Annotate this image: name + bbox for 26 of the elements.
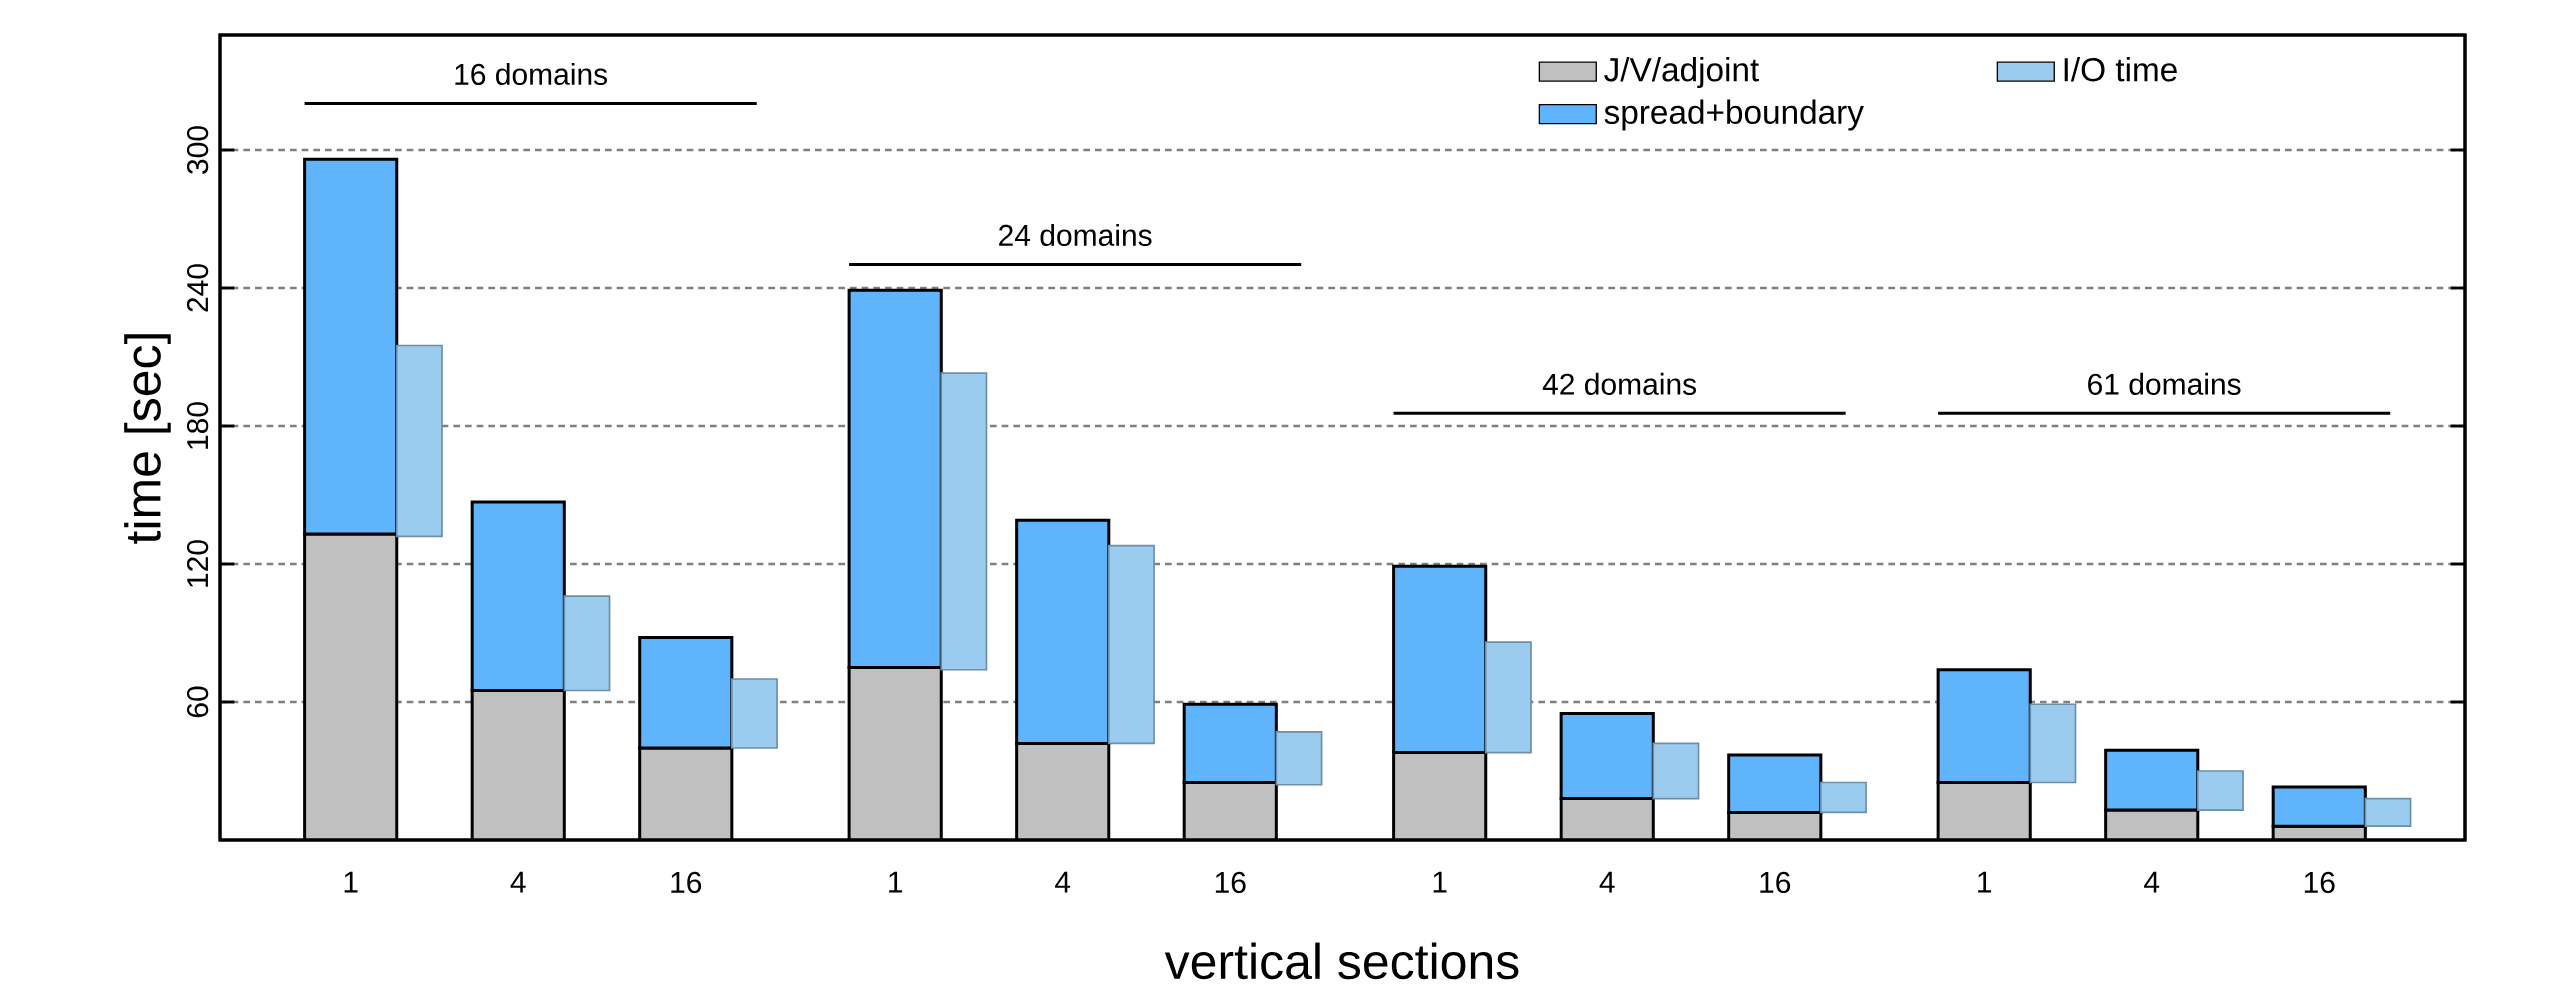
annotation: 42 domains bbox=[1542, 372, 1697, 395]
y-tick-label: 240 bbox=[186, 263, 209, 312]
x-tick-label: 1 bbox=[344, 871, 358, 893]
y-axis-title: time [sec] bbox=[124, 333, 171, 544]
y-tick-label: 60 bbox=[186, 686, 209, 717]
x-tick-label: 4 bbox=[2144, 871, 2160, 893]
x-axis-title: vertical sections bbox=[1164, 942, 1519, 980]
annotation: 24 domains bbox=[999, 223, 1152, 246]
annotation: 61 domains bbox=[2088, 372, 2241, 395]
y-tick-label: 300 bbox=[186, 125, 209, 174]
legend-label: I/O time bbox=[2064, 56, 2177, 82]
x-tick-label: 16 bbox=[671, 871, 702, 893]
x-tick-label: 4 bbox=[1055, 871, 1071, 893]
legend-label: J/V/adjoint bbox=[1604, 56, 1760, 88]
x-tick-label: 16 bbox=[1760, 871, 1791, 893]
y-tick-label: 180 bbox=[186, 401, 209, 449]
annotation: 16 domains bbox=[455, 62, 608, 85]
x-tick-label: 4 bbox=[510, 871, 526, 893]
x-tick-label: 1 bbox=[1978, 871, 1992, 893]
x-tick-label: 4 bbox=[1599, 871, 1615, 893]
x-tick-label: 16 bbox=[1215, 871, 1246, 893]
x-tick-label: 1 bbox=[889, 871, 903, 893]
legend-label: spread+boundary bbox=[1604, 99, 1864, 131]
y-tick-label: 120 bbox=[186, 539, 209, 587]
x-tick-label: 16 bbox=[2304, 871, 2335, 893]
x-tick-label: 1 bbox=[1433, 871, 1447, 893]
